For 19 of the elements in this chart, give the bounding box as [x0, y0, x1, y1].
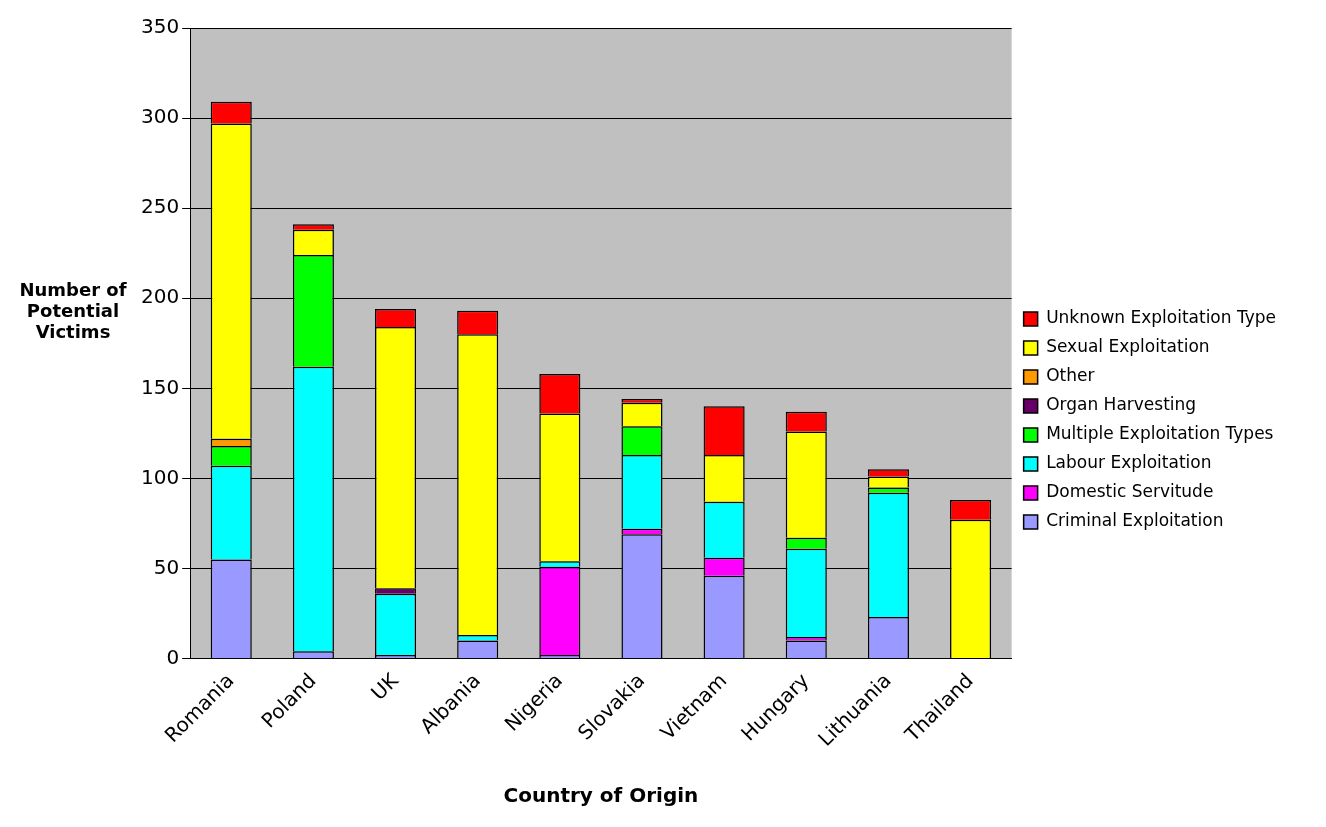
- y-tick-label: 100: [140, 464, 180, 489]
- y-tick-label: 250: [140, 194, 180, 219]
- y-axis-title: Number of Potential Victims: [18, 279, 128, 342]
- legend-label: Labour Exploitation: [1046, 452, 1212, 473]
- legend-label: Organ Harvesting: [1046, 394, 1197, 415]
- legend-label: Sexual Exploitation: [1046, 336, 1210, 357]
- legend-label: Criminal Exploitation: [1046, 510, 1224, 531]
- legend-label: Other: [1046, 365, 1095, 386]
- legend-label: Multiple Exploitation Types: [1046, 423, 1274, 444]
- x-axis-title: Country of Origin: [503, 783, 699, 808]
- legend-label: Domestic Servitude: [1046, 481, 1214, 502]
- y-tick-label: 200: [140, 284, 180, 309]
- y-tick-label: 0: [166, 644, 180, 669]
- x-tick-label: UK: [366, 667, 404, 705]
- y-tick-label: 50: [153, 554, 180, 579]
- y-tick-label: 300: [140, 104, 180, 129]
- y-tick-label: 150: [140, 374, 180, 399]
- y-tick-label: 350: [140, 14, 180, 39]
- legend-label: Unknown Exploitation Type: [1046, 307, 1276, 328]
